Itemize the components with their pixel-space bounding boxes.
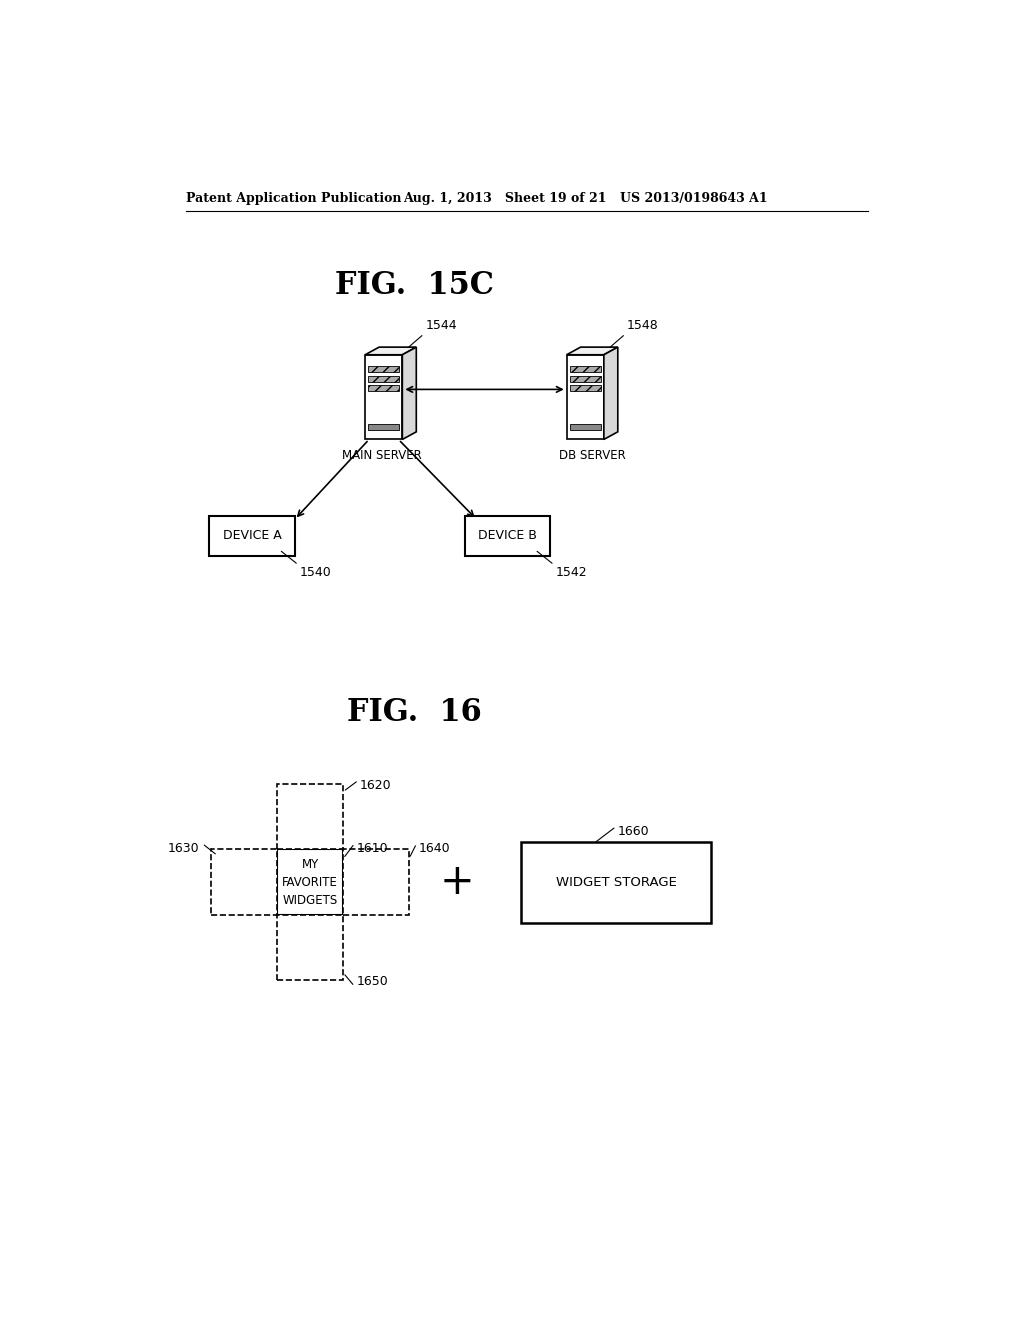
Text: 1548: 1548 xyxy=(627,319,658,333)
Text: 1542: 1542 xyxy=(556,566,588,579)
Text: 1640: 1640 xyxy=(418,842,450,855)
Polygon shape xyxy=(569,385,601,391)
Text: MY
FAVORITE
WIDGETS: MY FAVORITE WIDGETS xyxy=(283,858,338,907)
Polygon shape xyxy=(366,355,402,440)
Polygon shape xyxy=(566,347,617,355)
Text: FIG.  15C: FIG. 15C xyxy=(335,271,495,301)
Bar xyxy=(343,850,409,915)
Text: DEVICE B: DEVICE B xyxy=(478,529,538,543)
Bar xyxy=(209,516,295,556)
Bar xyxy=(278,850,343,915)
Text: Patent Application Publication: Patent Application Publication xyxy=(186,191,401,205)
Bar xyxy=(521,842,712,923)
Polygon shape xyxy=(369,424,399,430)
Polygon shape xyxy=(402,347,417,440)
Polygon shape xyxy=(369,367,399,372)
Text: 1544: 1544 xyxy=(426,319,458,333)
Polygon shape xyxy=(366,347,417,355)
Polygon shape xyxy=(369,385,399,391)
Text: 1540: 1540 xyxy=(300,566,332,579)
Text: Aug. 1, 2013   Sheet 19 of 21: Aug. 1, 2013 Sheet 19 of 21 xyxy=(403,191,606,205)
Polygon shape xyxy=(569,424,601,430)
Text: FIG.  16: FIG. 16 xyxy=(347,697,482,729)
Polygon shape xyxy=(566,355,604,440)
Text: 1610: 1610 xyxy=(356,842,388,855)
Text: US 2013/0198643 A1: US 2013/0198643 A1 xyxy=(621,191,768,205)
Text: DB SERVER: DB SERVER xyxy=(559,449,626,462)
Polygon shape xyxy=(569,367,601,372)
Polygon shape xyxy=(604,347,617,440)
Bar xyxy=(211,850,278,915)
Text: +: + xyxy=(440,861,475,903)
Bar xyxy=(465,516,550,556)
Text: DEVICE A: DEVICE A xyxy=(222,529,282,543)
Text: 1650: 1650 xyxy=(356,975,388,989)
Polygon shape xyxy=(569,376,601,381)
Text: WIDGET STORAGE: WIDGET STORAGE xyxy=(556,875,677,888)
Bar xyxy=(278,784,343,850)
Text: MAIN SERVER: MAIN SERVER xyxy=(342,449,422,462)
Bar xyxy=(278,915,343,981)
Text: 1620: 1620 xyxy=(360,779,392,792)
Polygon shape xyxy=(369,376,399,381)
Text: 1630: 1630 xyxy=(168,842,200,855)
Text: 1660: 1660 xyxy=(617,825,649,838)
